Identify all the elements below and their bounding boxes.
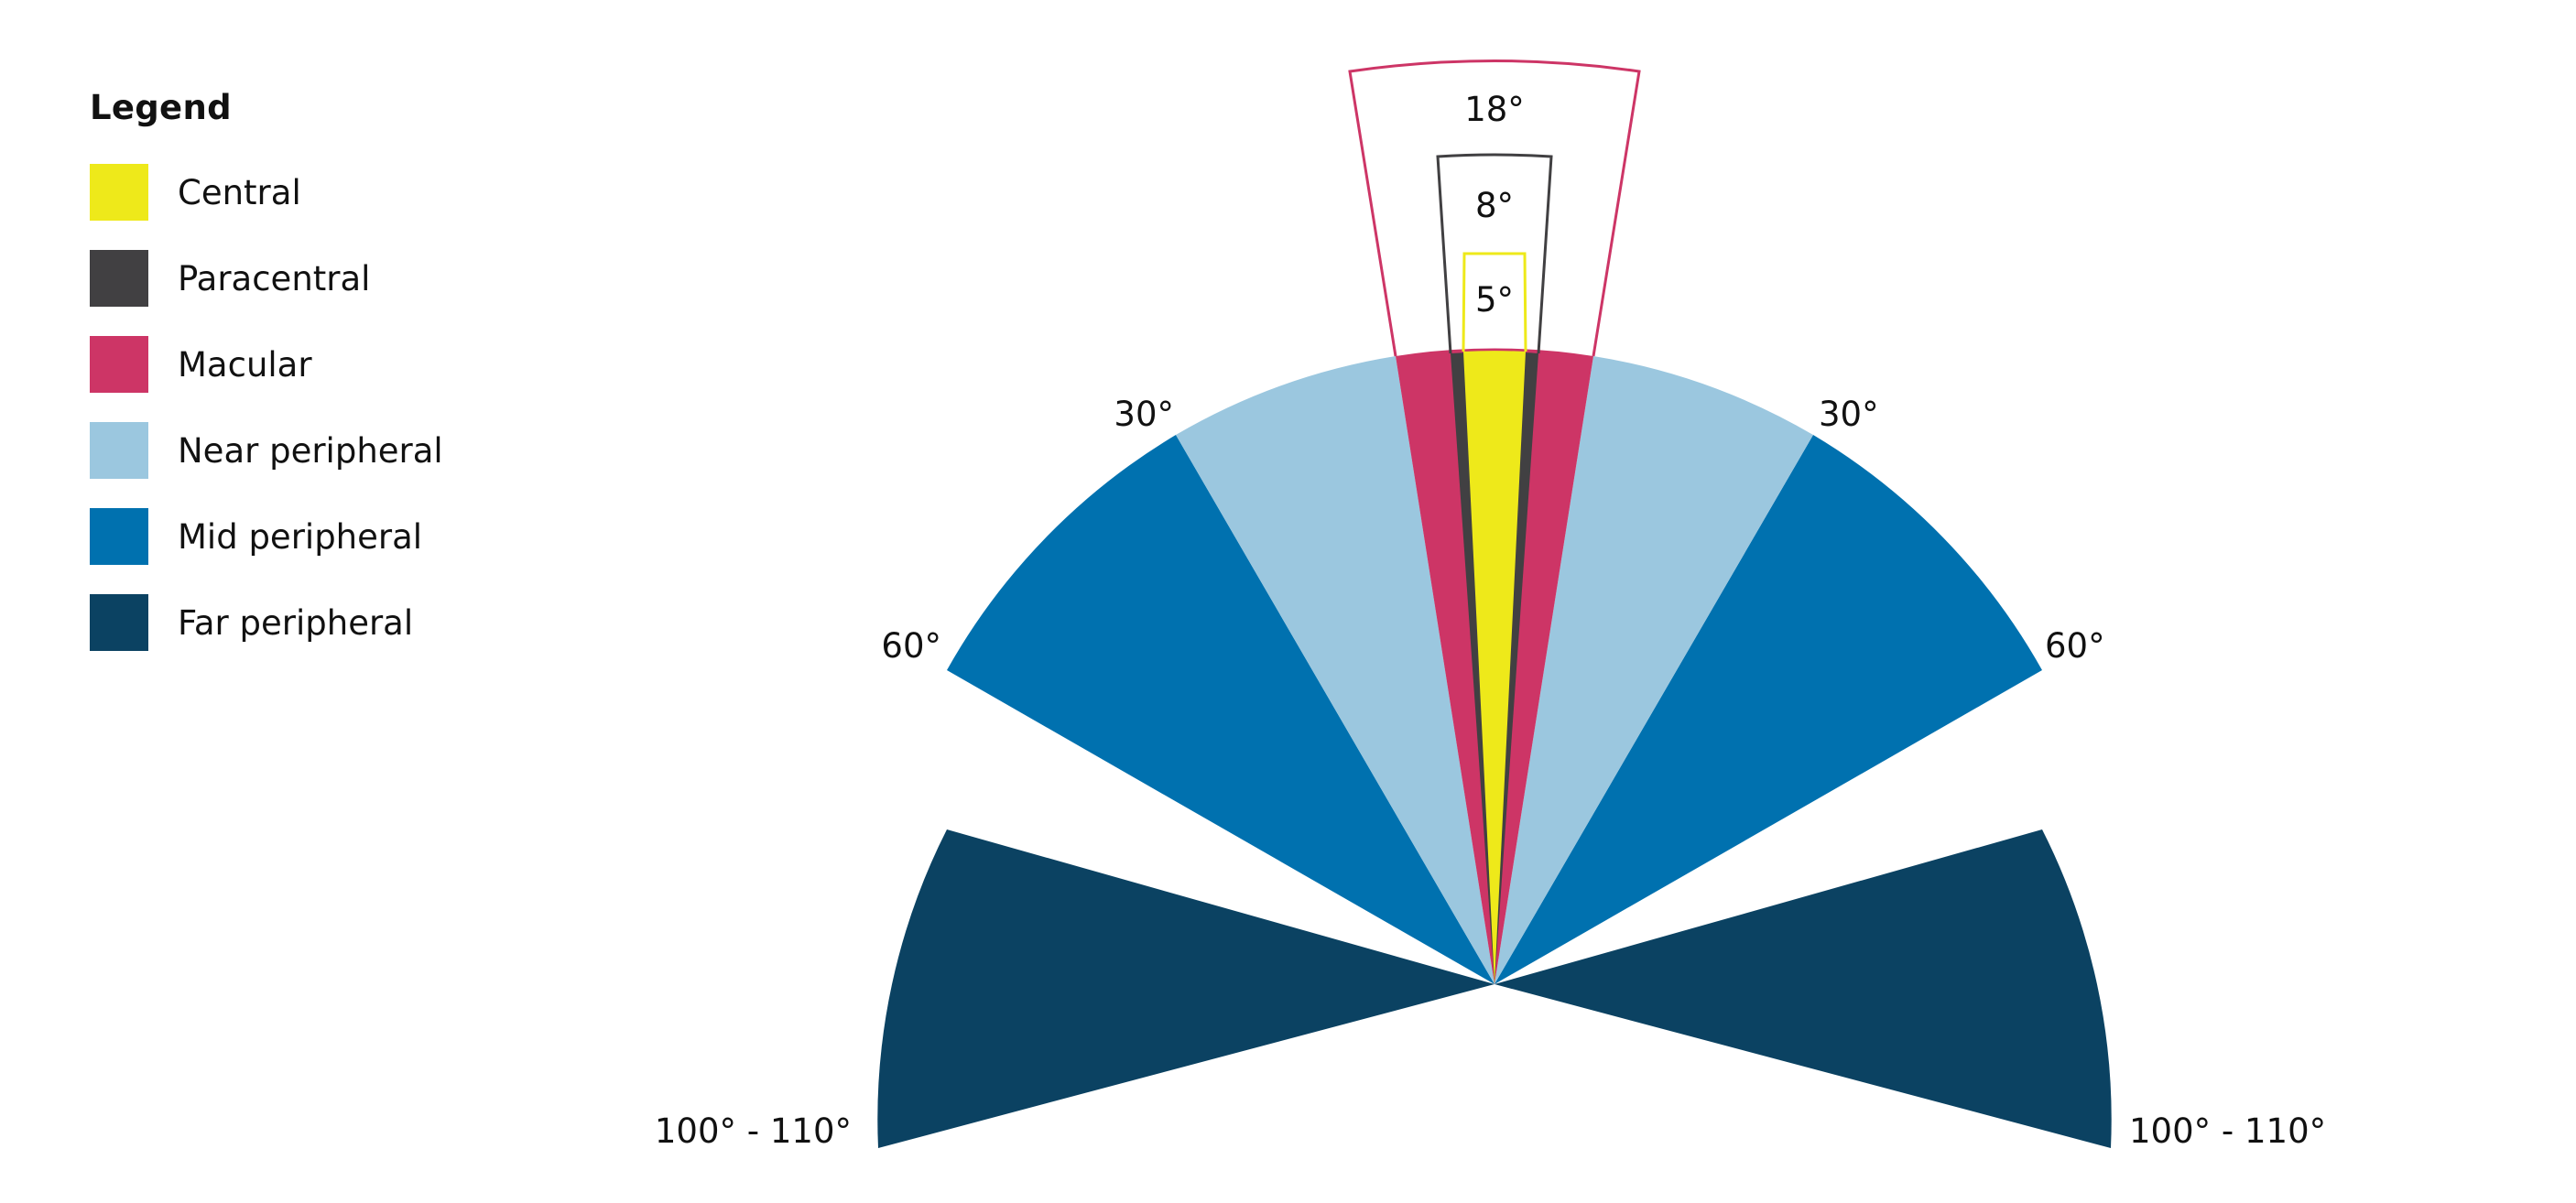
legend-title: Legend (90, 88, 232, 127)
label-60-degrees-left: 60° (881, 626, 941, 666)
legend-item-central: Central (90, 164, 443, 221)
legend-item-near-peripheral: Near peripheral (90, 422, 443, 479)
sector-near-peripheral-left (1176, 356, 1495, 984)
legend-item-paracentral: Paracentral (90, 250, 443, 307)
sector-near-peripheral-right (1495, 356, 1813, 984)
legend-swatch-central (90, 164, 148, 221)
sector-mid-peripheral-right (1495, 435, 2042, 984)
label-60-degrees-right: 60° (2045, 626, 2105, 666)
sector-central (1463, 351, 1526, 984)
legend-label-far-peripheral: Far peripheral (178, 602, 414, 643)
legend-swatch-paracentral (90, 250, 148, 307)
legend-swatch-far-peripheral (90, 594, 148, 651)
legend-label-paracentral: Paracentral (178, 258, 371, 298)
sector-far-peripheral-right (1495, 829, 2112, 1148)
legend-label-mid-peripheral: Mid peripheral (178, 516, 423, 557)
sector-far-peripheral-left (877, 829, 1495, 1148)
legend-item-far-peripheral: Far peripheral (90, 594, 443, 651)
legend-label-near-peripheral: Near peripheral (178, 430, 443, 471)
outline-paracentral (1436, 153, 1553, 354)
label-far-right: 100° - 110° (2129, 1111, 2326, 1151)
legend-label-central: Central (178, 172, 301, 212)
label-5-degrees: 5° (1475, 280, 1514, 320)
label-18-degrees: 18° (1464, 90, 1525, 129)
field-sectors (877, 348, 2112, 1148)
legend: Legend Central Paracentral Macular Near … (90, 88, 443, 680)
degree-labels: 5° 8° 18° 30° 30° 60° 60° 100° - 110° 10… (655, 90, 2326, 1151)
label-8-degrees: 8° (1475, 186, 1514, 225)
outline-macular (1348, 60, 1641, 357)
label-30-degrees-right: 30° (1819, 395, 1879, 434)
outline-central (1462, 252, 1527, 352)
legend-swatch-macular (90, 336, 148, 393)
label-far-left: 100° - 110° (655, 1111, 852, 1151)
legend-label-macular: Macular (178, 344, 312, 385)
legend-swatch-mid-peripheral (90, 508, 148, 565)
sector-mid-peripheral-left (947, 435, 1495, 984)
legend-swatch-near-peripheral (90, 422, 148, 479)
legend-item-macular: Macular (90, 336, 443, 393)
legend-item-mid-peripheral: Mid peripheral (90, 508, 443, 565)
field-outlines (1348, 60, 1641, 357)
label-30-degrees-left: 30° (1114, 395, 1174, 434)
